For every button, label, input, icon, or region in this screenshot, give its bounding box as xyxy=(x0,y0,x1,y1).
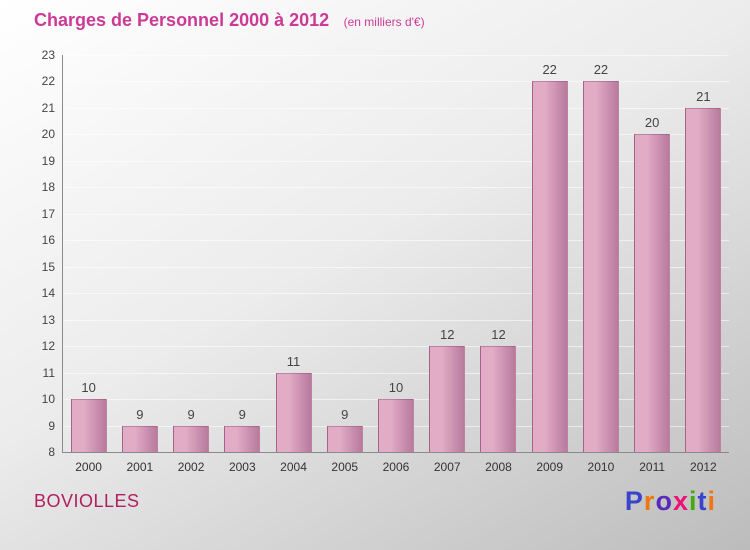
bar-2003 xyxy=(224,425,261,452)
y-axis-tick-12: 12 xyxy=(41,339,55,354)
y-axis-tick-23: 23 xyxy=(41,48,55,62)
gridline xyxy=(63,293,729,295)
bar-value-label: 22 xyxy=(542,62,557,78)
bar-value-label: 12 xyxy=(439,327,455,343)
x-axis-label-2003: 2003 xyxy=(228,460,256,474)
gridline xyxy=(63,346,729,348)
logo-letter: r xyxy=(643,486,656,516)
bar-value-label: 20 xyxy=(644,115,660,131)
chart-title: Charges de Personnel 2000 à 2012 xyxy=(34,10,330,30)
y-axis-tick-18: 18 xyxy=(41,180,55,195)
x-axis-label-2011: 2011 xyxy=(639,460,666,474)
plot-area: 8 9 10 11 12 13 14 15 16 17 18 19 20 21 22 23 10 2000 9 200… xyxy=(42,48,729,474)
chart-header: Charges de Personnel 2000 à 2012 (en mil… xyxy=(34,10,425,31)
bar-value-label: 9 xyxy=(341,406,349,422)
y-axis-tick-13: 13 xyxy=(41,312,55,327)
logo-letter: i xyxy=(707,486,716,516)
gridline xyxy=(63,372,729,374)
bar-value-label: 11 xyxy=(286,353,301,369)
gridline xyxy=(63,187,729,189)
gridline xyxy=(63,240,729,242)
logo-letter: i xyxy=(688,486,698,516)
gridline xyxy=(63,319,729,321)
gridline xyxy=(63,160,729,162)
bar-value-label: 9 xyxy=(238,406,246,422)
gridline xyxy=(63,134,729,136)
bar-2005 xyxy=(326,425,363,452)
bar-value-label: 10 xyxy=(81,380,96,396)
bar-2006 xyxy=(378,399,414,452)
logo-letter: o xyxy=(655,486,673,516)
commune-name: BOVIOLLES xyxy=(34,491,140,511)
chart-subtitle: (en milliers d'€) xyxy=(343,15,425,29)
y-axis-tick-10: 10 xyxy=(41,392,55,407)
logo-letter: t xyxy=(697,486,708,516)
x-axis-label-2000: 2000 xyxy=(75,460,102,474)
x-axis-label-2007: 2007 xyxy=(433,460,461,474)
x-axis-label-2009: 2009 xyxy=(536,460,564,474)
gridline xyxy=(63,213,729,215)
gridline xyxy=(63,55,729,56)
y-axis-tick-8: 8 xyxy=(48,445,55,459)
x-axis-label-2001: 2001 xyxy=(126,460,154,474)
bar-2012 xyxy=(685,107,722,452)
bar-2010 xyxy=(582,81,619,452)
bar-2004 xyxy=(275,372,312,452)
bar-2000 xyxy=(70,399,107,452)
y-axis-tick-14: 14 xyxy=(41,286,55,301)
x-axis-label-2004: 2004 xyxy=(280,460,307,474)
bar-value-label: 12 xyxy=(491,327,506,343)
logo-letter: P xyxy=(624,486,644,516)
bar-2008 xyxy=(480,346,517,452)
gridline xyxy=(63,266,729,268)
bar-2011 xyxy=(634,134,671,452)
y-axis-tick-9: 9 xyxy=(48,418,55,433)
y-axis-tick-22: 22 xyxy=(41,74,55,89)
x-axis-label-2008: 2008 xyxy=(485,460,512,474)
y-axis-tick-21: 21 xyxy=(41,100,55,115)
gridline xyxy=(63,81,729,83)
y-axis-tick-19: 19 xyxy=(41,153,55,168)
x-axis-label-2006: 2006 xyxy=(382,460,410,474)
gridline xyxy=(63,107,729,109)
y-axis-tick-16: 16 xyxy=(41,233,55,248)
bar-2007 xyxy=(429,346,466,452)
bar-value-label: 22 xyxy=(593,62,609,78)
bar-value-label: 9 xyxy=(136,406,144,422)
y-axis-tick-20: 20 xyxy=(41,127,55,142)
proxiti-logo[interactable]: Proxiti xyxy=(625,486,716,517)
bar-2001 xyxy=(121,425,158,452)
x-axis-label-2002: 2002 xyxy=(177,460,205,474)
footer: BOVIOLLES Proxiti xyxy=(34,486,716,517)
y-axis-tick-15: 15 xyxy=(41,259,55,274)
bar-2002 xyxy=(173,425,210,452)
y-axis-tick-17: 17 xyxy=(41,206,55,221)
bar-value-label: 10 xyxy=(388,380,404,396)
bar-2009 xyxy=(531,81,568,452)
y-axis-tick-11: 11 xyxy=(42,365,55,380)
logo-letter: x xyxy=(672,486,689,516)
x-axis-label-2012: 2012 xyxy=(690,460,717,474)
x-axis-label-2005: 2005 xyxy=(331,460,359,474)
bar-value-label: 9 xyxy=(187,406,195,422)
bar-value-label: 21 xyxy=(696,88,711,104)
x-axis-label-2010: 2010 xyxy=(587,460,615,474)
